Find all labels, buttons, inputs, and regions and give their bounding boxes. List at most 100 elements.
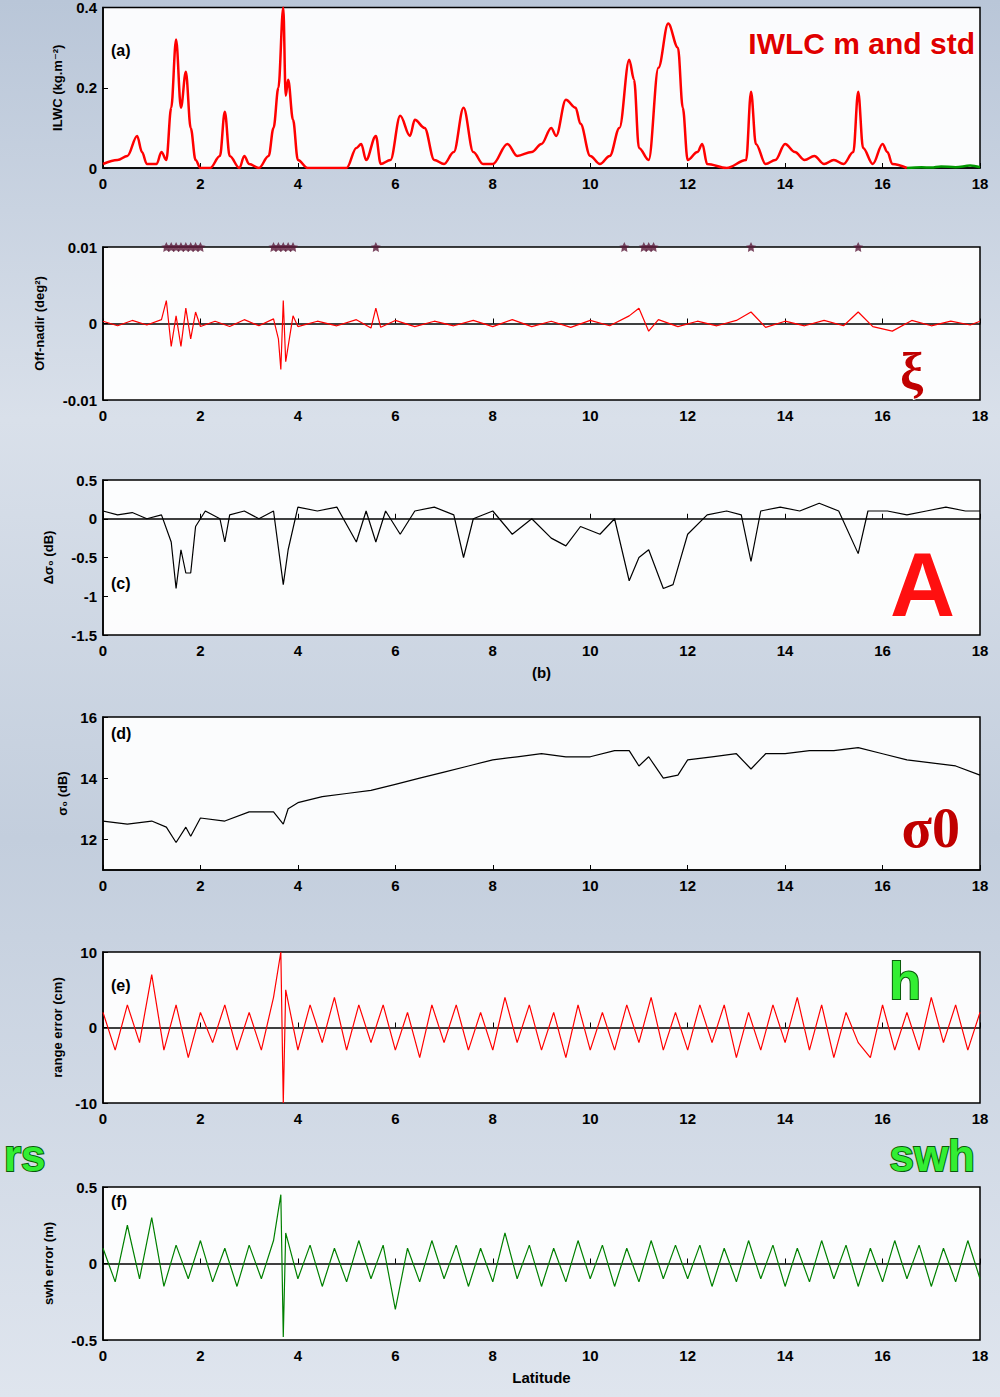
svg-text:-10: -10 xyxy=(75,1095,97,1112)
svg-text:-0.01: -0.01 xyxy=(63,392,97,409)
svg-text:8: 8 xyxy=(489,642,497,659)
svg-text:6: 6 xyxy=(391,1110,399,1127)
svg-text:2: 2 xyxy=(196,877,204,894)
svg-text:16: 16 xyxy=(80,709,97,726)
svg-text:2: 2 xyxy=(196,175,204,192)
svg-text:16: 16 xyxy=(874,1347,891,1364)
svg-text:0: 0 xyxy=(89,315,97,332)
svg-text:10: 10 xyxy=(582,175,599,192)
svg-text:0.5: 0.5 xyxy=(76,1179,97,1196)
svg-text:6: 6 xyxy=(391,642,399,659)
svg-text:14: 14 xyxy=(777,1347,794,1364)
svg-text:0: 0 xyxy=(99,642,107,659)
svg-text:10: 10 xyxy=(582,1110,599,1127)
svg-text:2: 2 xyxy=(196,1347,204,1364)
svg-text:12: 12 xyxy=(679,1347,696,1364)
svg-text:8: 8 xyxy=(489,1347,497,1364)
svg-text:14: 14 xyxy=(80,770,97,787)
svg-text:4: 4 xyxy=(294,642,303,659)
svg-text:A: A xyxy=(890,535,955,635)
svg-text:8: 8 xyxy=(489,877,497,894)
svg-text:2: 2 xyxy=(196,1110,204,1127)
svg-text:-0.5: -0.5 xyxy=(71,549,97,566)
svg-text:(c): (c) xyxy=(111,575,131,592)
svg-text:ξ: ξ xyxy=(900,343,924,400)
svg-text:(e): (e) xyxy=(111,977,131,994)
svg-text:16: 16 xyxy=(874,175,891,192)
svg-text:-1.5: -1.5 xyxy=(71,627,97,644)
svg-text:0: 0 xyxy=(89,1019,97,1036)
svg-text:0: 0 xyxy=(89,160,97,177)
svg-text:16: 16 xyxy=(874,642,891,659)
svg-text:-0.5: -0.5 xyxy=(71,1332,97,1349)
svg-text:4: 4 xyxy=(294,1110,303,1127)
svg-text:0: 0 xyxy=(99,1110,107,1127)
svg-text:4: 4 xyxy=(294,175,303,192)
svg-text:(f): (f) xyxy=(111,1193,127,1210)
svg-text:14: 14 xyxy=(777,1110,794,1127)
svg-text:-1: -1 xyxy=(84,588,97,605)
svg-text:14: 14 xyxy=(777,877,794,894)
svg-text:18: 18 xyxy=(972,1347,989,1364)
svg-text:18: 18 xyxy=(972,175,989,192)
svg-text:σ₀ (dB): σ₀ (dB) xyxy=(55,771,70,815)
svg-text:12: 12 xyxy=(679,1110,696,1127)
svg-text:0: 0 xyxy=(99,877,107,894)
svg-text:h: h xyxy=(889,952,921,1010)
svg-text:swh: swh xyxy=(889,1131,975,1180)
svg-text:8: 8 xyxy=(489,1110,497,1127)
svg-text:8: 8 xyxy=(489,175,497,192)
svg-text:6: 6 xyxy=(391,175,399,192)
svg-text:16: 16 xyxy=(874,1110,891,1127)
svg-text:range error (cm): range error (cm) xyxy=(50,977,65,1077)
svg-text:4: 4 xyxy=(294,1347,303,1364)
svg-text:4: 4 xyxy=(294,407,303,424)
svg-text:Off-nadir (deg²): Off-nadir (deg²) xyxy=(32,276,47,371)
svg-text:swh error (m): swh error (m) xyxy=(41,1222,56,1305)
svg-text:(d): (d) xyxy=(111,725,131,742)
svg-text:18: 18 xyxy=(972,407,989,424)
svg-text:18: 18 xyxy=(972,877,989,894)
svg-text:10: 10 xyxy=(80,944,97,961)
svg-text:2: 2 xyxy=(196,642,204,659)
svg-text:16: 16 xyxy=(874,877,891,894)
svg-text:0: 0 xyxy=(89,1255,97,1272)
svg-text:14: 14 xyxy=(777,642,794,659)
svg-text:4: 4 xyxy=(294,877,303,894)
svg-text:ILWC (kg.m⁻²): ILWC (kg.m⁻²) xyxy=(50,45,65,131)
svg-text:6: 6 xyxy=(391,877,399,894)
svg-text:0.01: 0.01 xyxy=(68,239,97,256)
svg-text:12: 12 xyxy=(679,877,696,894)
svg-text:16: 16 xyxy=(874,407,891,424)
svg-text:IWLC m and std: IWLC m and std xyxy=(748,27,975,60)
svg-text:0: 0 xyxy=(99,1347,107,1364)
svg-text:σ0: σ0 xyxy=(902,797,960,859)
svg-text:10: 10 xyxy=(582,1347,599,1364)
svg-text:18: 18 xyxy=(972,642,989,659)
svg-text:6: 6 xyxy=(391,1347,399,1364)
svg-text:rs: rs xyxy=(4,1131,46,1180)
svg-text:Latitude: Latitude xyxy=(512,1369,570,1386)
svg-text:0.2: 0.2 xyxy=(76,79,97,96)
svg-text:0.4: 0.4 xyxy=(76,0,98,16)
svg-text:18: 18 xyxy=(972,1110,989,1127)
svg-text:10: 10 xyxy=(582,642,599,659)
svg-text:12: 12 xyxy=(679,642,696,659)
svg-text:Δσ₀ (dB): Δσ₀ (dB) xyxy=(41,531,56,585)
svg-text:8: 8 xyxy=(489,407,497,424)
svg-text:14: 14 xyxy=(777,175,794,192)
svg-text:(b): (b) xyxy=(532,664,551,681)
svg-text:12: 12 xyxy=(679,175,696,192)
svg-text:12: 12 xyxy=(679,407,696,424)
svg-text:0: 0 xyxy=(89,510,97,527)
svg-text:12: 12 xyxy=(80,831,97,848)
svg-text:(a): (a) xyxy=(111,42,131,59)
svg-text:10: 10 xyxy=(582,407,599,424)
svg-text:0.5: 0.5 xyxy=(76,472,97,489)
svg-text:0: 0 xyxy=(99,175,107,192)
svg-text:14: 14 xyxy=(777,407,794,424)
svg-text:0: 0 xyxy=(99,407,107,424)
svg-text:2: 2 xyxy=(196,407,204,424)
svg-text:10: 10 xyxy=(582,877,599,894)
svg-text:6: 6 xyxy=(391,407,399,424)
